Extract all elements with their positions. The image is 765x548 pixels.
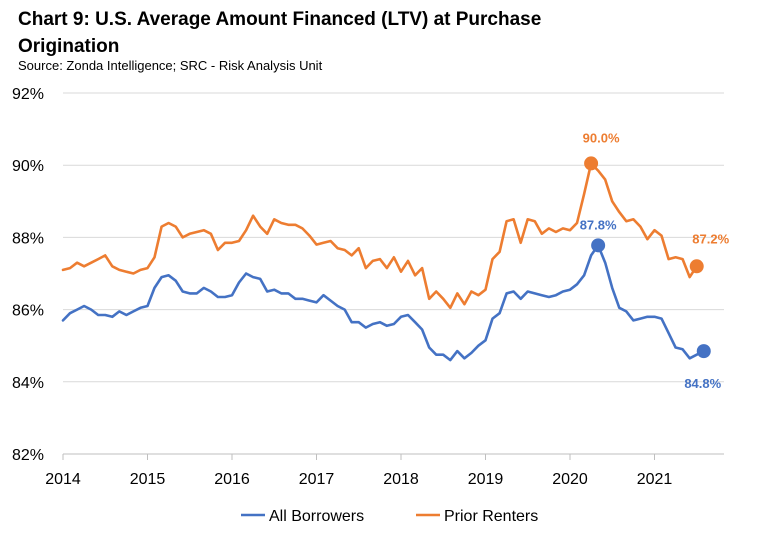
peak-data-label: 90.0%	[583, 130, 620, 145]
chart-subtitle: Source: Zonda Intelligence; SRC - Risk A…	[18, 58, 323, 73]
y-tick-label: 82%	[12, 447, 44, 464]
y-tick-label: 86%	[12, 303, 44, 320]
x-tick-label: 2014	[45, 471, 81, 488]
y-tick-label: 90%	[12, 158, 44, 175]
series-lines	[61, 162, 706, 362]
chart-title: Chart 9: U.S. Average Amount Financed (L…	[18, 9, 542, 57]
peak-marker	[591, 238, 606, 253]
end-marker	[689, 259, 704, 274]
x-tick-label: 2020	[552, 471, 588, 488]
y-axis: 82% 84% 86% 88% 90% 92%	[12, 86, 44, 464]
x-tick-label: 2019	[468, 471, 504, 488]
peak-marker	[584, 156, 599, 171]
x-tick-label: 2016	[214, 471, 250, 488]
end-data-label: 84.8%	[684, 376, 721, 391]
end-marker	[696, 344, 711, 359]
y-tick-label: 84%	[12, 375, 44, 392]
gridlines	[63, 92, 724, 455]
peak-data-label: 87.8%	[580, 217, 617, 232]
x-tick-label: 2017	[299, 471, 335, 488]
legend-label: All Borrowers	[269, 508, 364, 525]
end-data-label: 87.2%	[692, 231, 729, 246]
x-axis: 2014 2015 2016 2017 2018 2019 2020 2021	[45, 454, 672, 488]
series-line-prior-renters	[61, 162, 698, 310]
x-tick-label: 2015	[130, 471, 166, 488]
x-tick-label: 2021	[637, 471, 673, 488]
series-markers: 87.8% 84.8% 90.0% 87.2%	[580, 130, 730, 391]
x-tick-label: 2018	[383, 471, 419, 488]
y-tick-label: 92%	[12, 86, 44, 103]
y-tick-label: 88%	[12, 230, 44, 247]
legend: All Borrowers Prior Renters	[241, 508, 538, 525]
legend-label: Prior Renters	[444, 508, 538, 525]
